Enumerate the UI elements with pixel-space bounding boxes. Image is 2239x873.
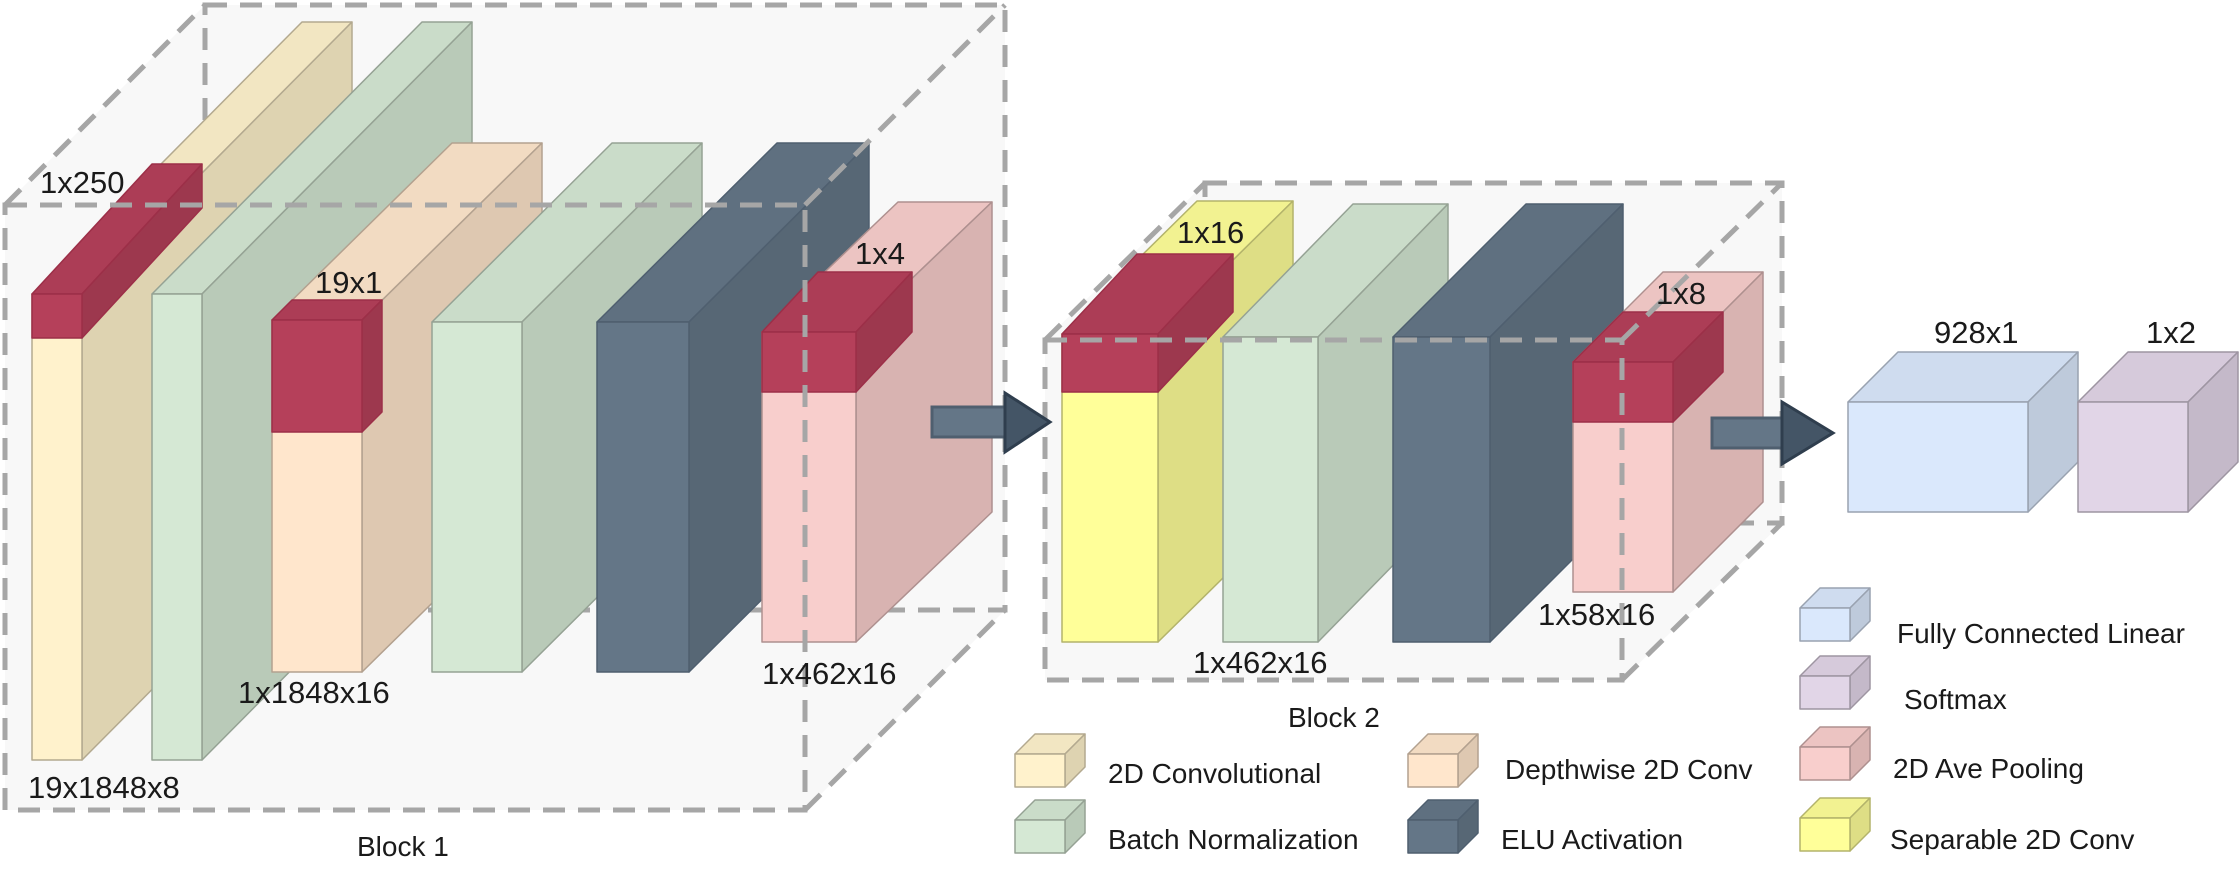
avg-pool-kernel-2: [1572, 311, 1724, 423]
depthwise-kernel: [271, 299, 383, 433]
block1-title: Block 1: [357, 831, 449, 862]
block2-shape-label: 1x462x16: [1193, 645, 1327, 680]
avg-pool-kernel-1: [761, 271, 913, 393]
block2-title: Block 2: [1288, 702, 1380, 733]
legend-label: ELU Activation: [1501, 824, 1683, 855]
linear-shape-label: 928x1: [1934, 315, 2018, 350]
softmax-shape-label: 1x2: [2146, 315, 2196, 350]
arrow-block1-to-block2: [930, 390, 1053, 455]
legend-label: 2D Ave Pooling: [1893, 753, 2084, 784]
pool2-shape-label: 1x58x16: [1538, 597, 1655, 632]
block2-box-front: [1042, 181, 1784, 683]
pool1-kernel-label: 1x4: [855, 236, 905, 271]
depthwise-conv-cube-icon: [1407, 733, 1479, 788]
linear-cube-icon: [1799, 587, 1871, 642]
conv2d-kernel: [31, 163, 203, 339]
legend: 2D Convolutional Depthwise 2D Conv Fully C…: [1014, 587, 2185, 855]
arrow-block2-to-linear: [1710, 399, 1836, 467]
separable-conv-cube-icon: [1799, 797, 1871, 852]
block1-box-front: [2, 3, 1007, 813]
legend-label: Batch Normalization: [1108, 824, 1359, 855]
elu-cube-icon: [1407, 799, 1479, 854]
avg-pool-cube-icon: [1799, 726, 1871, 781]
legend-label: Separable 2D Conv: [1890, 824, 2134, 855]
linear-layer: [1847, 351, 2079, 513]
separable-kernel: [1061, 253, 1234, 393]
layer-stack: [31, 21, 2239, 761]
pool2-kernel-label: 1x8: [1656, 276, 1706, 311]
separable-kernel-label: 1x16: [1177, 215, 1244, 250]
legend-label: 2D Convolutional: [1108, 758, 1321, 789]
input-kernel-label: 1x250: [40, 165, 124, 200]
pool1-shape-label: 1x462x16: [762, 656, 896, 691]
softmax-cube-icon: [1799, 655, 1871, 710]
legend-label: Fully Connected Linear: [1897, 618, 2185, 649]
legend-label: Depthwise 2D Conv: [1505, 754, 1752, 785]
legend-label: Softmax: [1904, 684, 2007, 715]
softmax-layer: [2077, 351, 2239, 513]
depthwise-shape-label: 1x1848x16: [238, 675, 390, 710]
input-shape-label: 19x1848x8: [28, 770, 180, 805]
depthwise-kernel-label: 19x1: [315, 265, 382, 300]
batch-norm-cube-icon: [1014, 799, 1086, 854]
conv2d-cube-icon: [1014, 733, 1086, 788]
